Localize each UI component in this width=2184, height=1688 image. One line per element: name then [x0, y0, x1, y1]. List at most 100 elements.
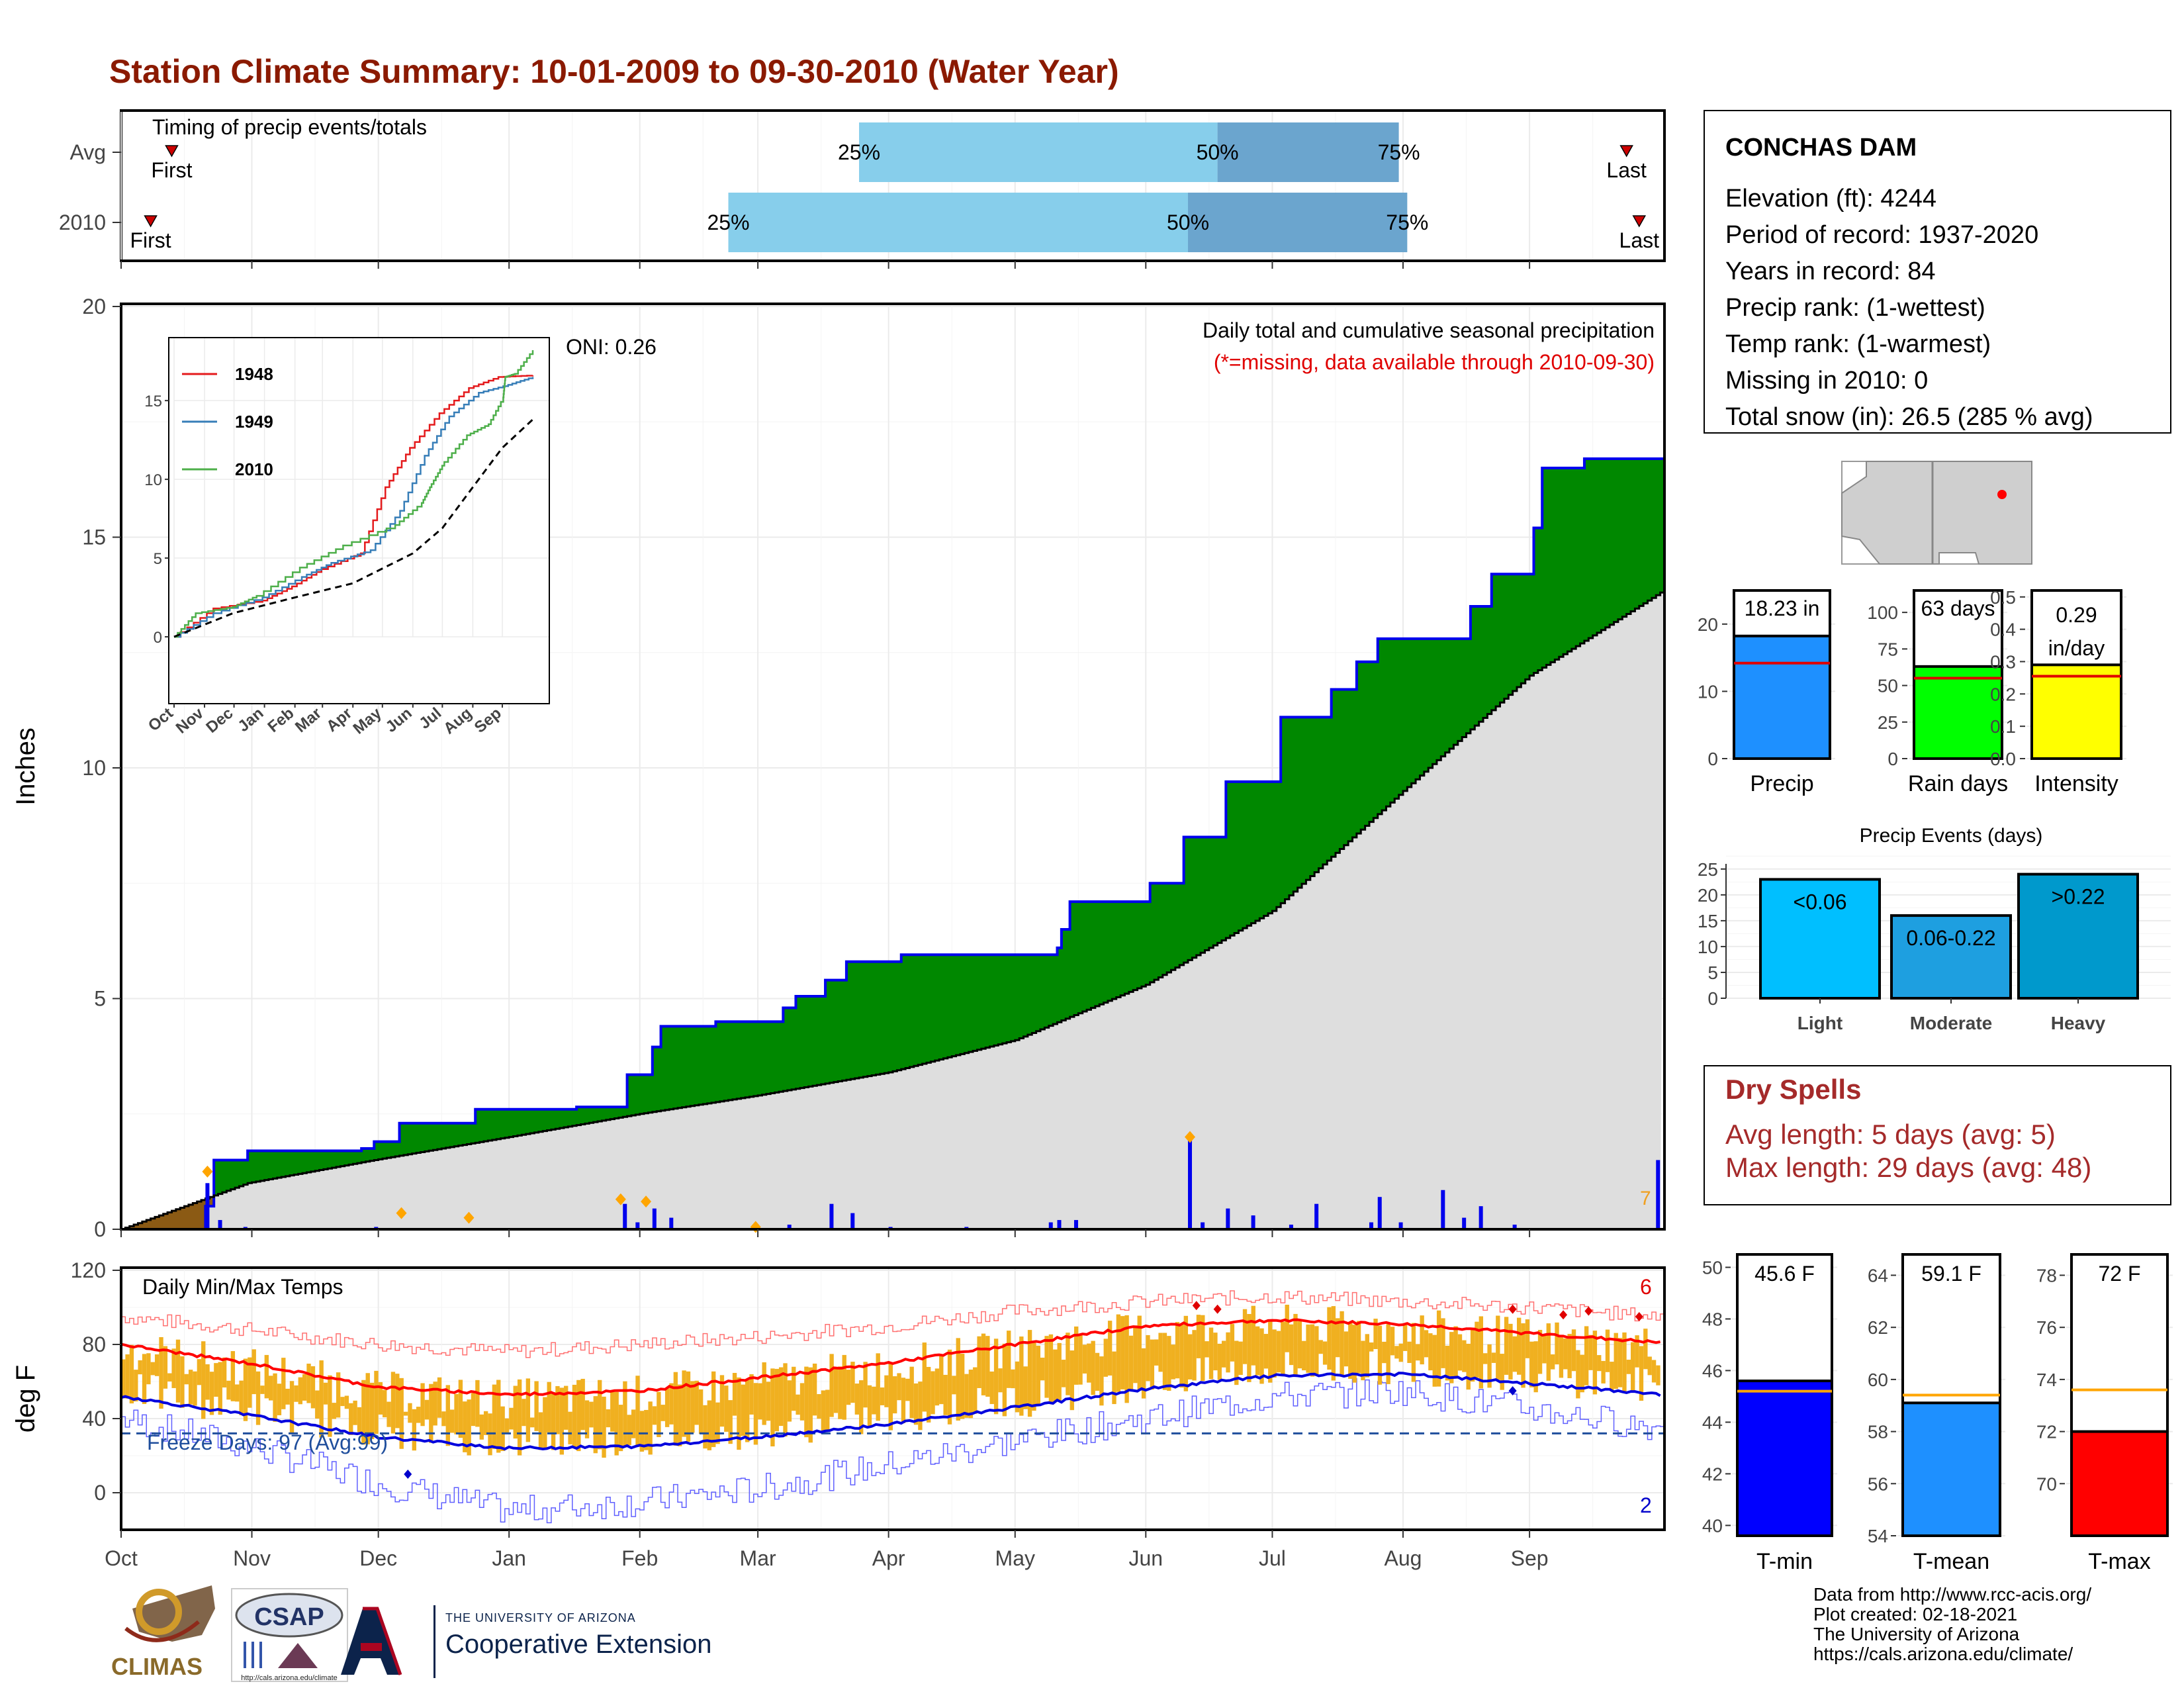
summary-value-label: 0.29: [2056, 603, 2097, 627]
first-marker-icon: [165, 145, 179, 158]
daily-temp-bar: [1462, 1340, 1467, 1372]
daily-temp-bar: [1078, 1334, 1083, 1385]
month-tick-label: Sep: [1511, 1546, 1549, 1570]
daily-temp-bar: [201, 1341, 206, 1419]
daily-temp-bar: [1230, 1324, 1235, 1362]
daily-temp-bar: [1588, 1335, 1593, 1370]
daily-temp-bar: [1651, 1360, 1657, 1383]
record-high-marker-icon: [1559, 1310, 1568, 1320]
timing-label-75: 75%: [1386, 211, 1428, 234]
daily-temp-bar: [395, 1374, 400, 1429]
daily-temp-bar: [897, 1373, 901, 1401]
daily-precip-bar: [1656, 1160, 1661, 1229]
temp-ytick-label: 40: [82, 1407, 106, 1430]
svg-text:CLIMAS: CLIMAS: [111, 1653, 203, 1680]
daily-temp-bar: [1171, 1344, 1175, 1380]
daily-temp-bar: [1201, 1315, 1205, 1382]
daily-temp-bar: [1255, 1326, 1260, 1376]
daily-precip-bar: [1188, 1139, 1193, 1229]
svg-text:CSAP: CSAP: [254, 1603, 324, 1631]
daily-temp-bar: [1555, 1322, 1559, 1365]
daily-temp-bar: [1268, 1321, 1273, 1383]
daily-temp-bar: [922, 1342, 927, 1412]
station-info-line: Years in record: 84: [1725, 258, 1936, 285]
daily-temp-bar: [1369, 1342, 1374, 1352]
first-label: First: [130, 228, 171, 252]
last-marker-icon: [1632, 215, 1647, 228]
station-info-line: Period of record: 1937-2020: [1725, 221, 2038, 249]
daily-temp-bar: [589, 1401, 594, 1428]
daily-temp-bar: [682, 1370, 686, 1437]
snow-marker-icon: [396, 1207, 407, 1219]
daily-temp-bar: [1428, 1333, 1433, 1371]
daily-temp-bar: [707, 1400, 712, 1450]
daily-temp-bar: [618, 1405, 623, 1452]
daily-temp-bar: [500, 1406, 505, 1452]
daily-precip-bar: [1073, 1220, 1078, 1229]
timing-title: Timing of precip events/totals: [152, 115, 427, 139]
daily-temp-bar: [1605, 1329, 1610, 1372]
daily-temp-bar: [1475, 1321, 1479, 1378]
daily-temp-bar: [235, 1384, 240, 1402]
daily-precip-bar: [652, 1208, 657, 1229]
daily-temp-bar: [1567, 1334, 1572, 1378]
daily-temp-bar: [1150, 1339, 1155, 1390]
daily-temp-bar: [846, 1370, 851, 1405]
daily-temp-bar: [1073, 1326, 1079, 1385]
daily-temp-bar: [888, 1363, 893, 1430]
month-tick-label: Apr: [872, 1546, 905, 1570]
precip-ytick-label: 15: [82, 526, 106, 549]
daily-temp-bar: [310, 1366, 316, 1409]
daily-temp-bar: [964, 1374, 969, 1418]
daily-temp-bar: [1445, 1345, 1450, 1381]
daily-temp-bar: [602, 1396, 606, 1458]
daily-precip-bar: [850, 1213, 855, 1229]
daily-temp-bar: [175, 1339, 181, 1403]
daily-temp-bar: [728, 1400, 733, 1444]
daily-temp-bar: [1082, 1344, 1087, 1374]
summary-bar-label: Intensity: [2034, 771, 2118, 796]
svg-text:http://cals.arizona.edu/climat: http://cals.arizona.edu/climate: [241, 1674, 338, 1682]
station-info-line: Temp rank: (1-warmest): [1725, 330, 1991, 358]
map-states: [1841, 461, 2032, 565]
temp-bar-ytick-label: 48: [1702, 1309, 1723, 1329]
temp-bar-ytick-label: 60: [1868, 1370, 1888, 1390]
daily-temp-bar: [711, 1371, 716, 1448]
daily-temp-bar: [1251, 1305, 1255, 1366]
daily-temp-bar: [1293, 1313, 1298, 1376]
daily-temp-bar: [387, 1401, 391, 1427]
daily-temp-bar: [1137, 1315, 1142, 1390]
daily-temp-bar: [838, 1366, 842, 1419]
timing-bar-25-50: [728, 193, 1189, 252]
daily-temp-bar: [753, 1383, 758, 1445]
precip-ylabel: Inches: [11, 727, 40, 806]
daily-temp-bar: [686, 1371, 691, 1442]
daily-temp-bar: [648, 1401, 653, 1455]
daily-temp-bar: [1234, 1340, 1239, 1385]
record-high-marker-icon: [1192, 1301, 1201, 1311]
daily-temp-bar: [534, 1381, 539, 1431]
daily-temp-bar: [1512, 1336, 1517, 1372]
daily-temp-bar: [1107, 1321, 1113, 1376]
summary-ytick-label: 20: [1698, 614, 1718, 635]
daily-temp-bar: [1044, 1336, 1049, 1398]
daily-temp-bar: [1116, 1314, 1121, 1392]
temp-bar-ytick-label: 54: [1868, 1526, 1888, 1546]
timing-label-25: 25%: [707, 211, 749, 234]
timing-label-25: 25%: [838, 140, 880, 164]
daily-temp-bar: [281, 1358, 286, 1409]
daily-temp-bar: [403, 1411, 408, 1416]
daily-temp-bar: [1356, 1321, 1361, 1374]
summary-value-label: 18.23 in: [1745, 596, 1820, 620]
daily-temp-bar: [762, 1362, 766, 1425]
daily-temp-bar: [715, 1402, 720, 1444]
daily-temp-bar: [1002, 1343, 1007, 1417]
daily-temp-bar: [1032, 1342, 1036, 1411]
daily-temp-bar: [926, 1366, 931, 1423]
daily-temp-bar: [328, 1375, 332, 1437]
summary-ytick-label: 10: [1698, 681, 1718, 702]
daily-temp-bar: [1027, 1330, 1032, 1417]
daily-temp-bar: [867, 1385, 872, 1427]
daily-temp-bar: [1196, 1315, 1201, 1358]
inset-series-line-avg: [173, 418, 534, 638]
